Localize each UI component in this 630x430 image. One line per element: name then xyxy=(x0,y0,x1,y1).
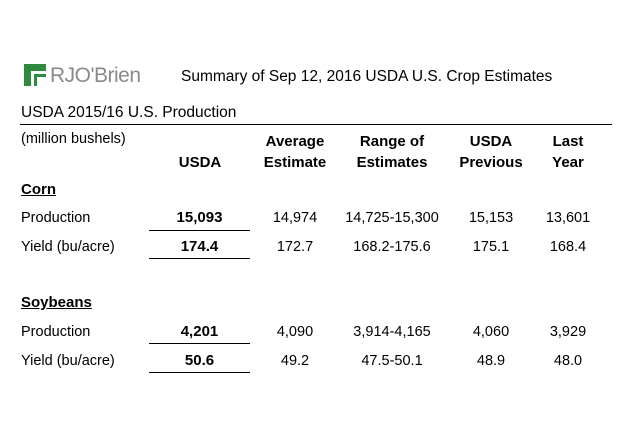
last-year-value: 13,601 xyxy=(545,210,591,226)
average-estimate-value: 172.7 xyxy=(276,239,314,255)
column-header-average-estimate: Average Estimate xyxy=(255,131,335,173)
column-header-range-of-estimates: Range of Estimates xyxy=(346,131,438,173)
column-header-line2: Year xyxy=(552,154,584,171)
average-estimate-value: 14,974 xyxy=(272,210,318,226)
usda-value-underline xyxy=(149,343,250,344)
row-label: Production xyxy=(21,324,91,340)
usda-value-underline xyxy=(149,372,250,373)
usda-previous-value: 48.9 xyxy=(476,353,506,369)
section-heading-soybeans: Soybeans xyxy=(21,294,92,311)
column-header-usda: USDA xyxy=(168,131,232,173)
header-divider xyxy=(20,124,612,125)
range-value: 14,725-15,300 xyxy=(345,210,439,226)
usda-previous-value: 175.1 xyxy=(472,239,510,255)
usda-value: 4,201 xyxy=(180,323,219,340)
usda-value: 15,093 xyxy=(176,209,223,226)
column-header-line2: Estimates xyxy=(356,154,428,171)
average-estimate-value: 49.2 xyxy=(280,353,310,369)
row-label: Yield (bu/acre) xyxy=(21,353,115,369)
column-header-line1: Range of xyxy=(359,133,425,150)
column-header-line1: Last xyxy=(552,133,584,150)
usda-previous-value: 4,060 xyxy=(472,324,510,340)
row-label: Production xyxy=(21,210,91,226)
table-subheading: USDA 2015/16 U.S. Production xyxy=(21,104,237,121)
average-estimate-value: 4,090 xyxy=(276,324,314,340)
usda-value: 174.4 xyxy=(180,238,219,255)
page-title: Summary of Sep 12, 2016 USDA U.S. Crop E… xyxy=(181,68,553,85)
column-header-line2: Estimate xyxy=(263,154,327,171)
column-header-usda-previous: USDA Previous xyxy=(453,131,529,173)
range-value: 168.2-175.6 xyxy=(353,239,431,255)
last-year-value: 168.4 xyxy=(549,239,587,255)
usda-value-underline xyxy=(149,230,250,231)
range-value: 47.5-50.1 xyxy=(361,353,423,369)
column-header-line2: Previous xyxy=(459,154,523,171)
usda-value: 50.6 xyxy=(184,352,215,369)
last-year-value: 3,929 xyxy=(549,324,587,340)
column-header-line1 xyxy=(168,131,232,152)
logo-wordmark: RJO'Brien xyxy=(50,64,141,87)
column-header-last-year: Last Year xyxy=(536,131,600,173)
usda-previous-value: 15,153 xyxy=(468,210,514,226)
logo-mark-icon xyxy=(24,64,46,86)
units-label: (million bushels) xyxy=(21,131,126,147)
section-heading-corn: Corn xyxy=(21,181,56,198)
row-label: Yield (bu/acre) xyxy=(21,239,115,255)
range-value: 3,914-4,165 xyxy=(353,324,431,340)
last-year-value: 48.0 xyxy=(553,353,583,369)
column-header-line1: USDA xyxy=(469,133,513,150)
column-header-line1: Average xyxy=(265,133,325,150)
usda-value-underline xyxy=(149,258,250,259)
column-header-line2: USDA xyxy=(178,154,222,171)
